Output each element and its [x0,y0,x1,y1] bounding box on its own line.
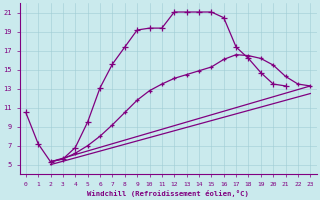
X-axis label: Windchill (Refroidissement éolien,°C): Windchill (Refroidissement éolien,°C) [87,190,249,197]
